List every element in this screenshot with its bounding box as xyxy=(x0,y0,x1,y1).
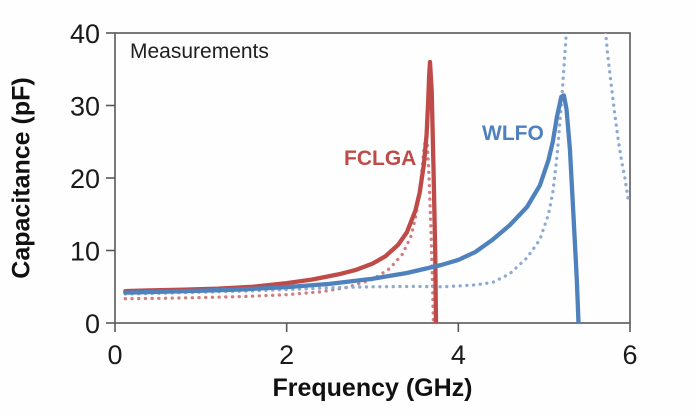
y-tick-label-4: 40 xyxy=(70,19,100,49)
fclga-dotted-curve xyxy=(123,136,436,323)
fclga-series-label: FCLGA xyxy=(344,147,417,170)
x-tick-label-1: 2 xyxy=(279,340,294,370)
x-tick-label-0: 0 xyxy=(107,340,122,370)
y-tick-label-2: 20 xyxy=(70,164,100,194)
x-tick-label-2: 4 xyxy=(451,340,466,370)
y-axis-title: Capacitance (pF) xyxy=(7,77,36,279)
measurements-annotation: Measurements xyxy=(130,40,269,63)
curves-group xyxy=(123,33,630,323)
wlfo-solid-curve xyxy=(123,93,581,323)
y-tick-label-3: 30 xyxy=(70,92,100,122)
x-tick-label-3: 6 xyxy=(622,340,637,370)
fclga-solid-curve xyxy=(123,59,439,323)
wlfo-series-label: WLFO xyxy=(482,122,544,145)
x-axis-title: Frequency (GHz) xyxy=(272,374,473,402)
y-tick-label-1: 10 xyxy=(70,237,100,267)
wlfo-dotted-curve-1 xyxy=(604,33,630,202)
y-tick-label-0: 0 xyxy=(85,309,100,339)
